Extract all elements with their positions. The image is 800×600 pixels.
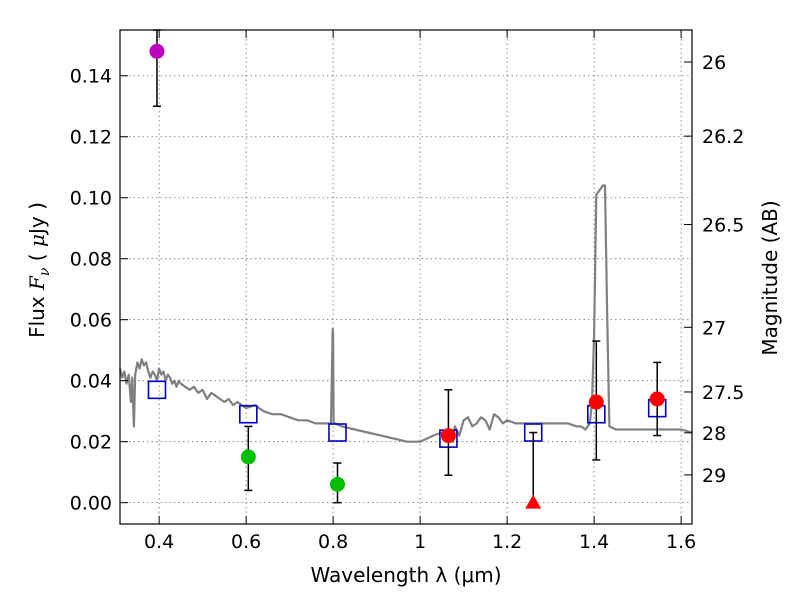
plot-frame — [119, 29, 693, 525]
grid — [120, 30, 692, 524]
y-tick-label: 0.08 — [70, 249, 112, 271]
y2-tick-label: 26 — [702, 52, 726, 74]
observed-flux-point — [649, 391, 665, 407]
x-axis-label: Wavelength λ (μm) — [310, 563, 501, 587]
y2-tick-label: 26.5 — [702, 215, 744, 237]
y-tick-label: 0.00 — [70, 493, 112, 515]
y2-tick-label: 27 — [702, 317, 726, 339]
x-tick-label: 0.8 — [318, 531, 348, 553]
y-label-unit: Jy ) — [25, 202, 49, 236]
y-label-mu: μ — [25, 234, 49, 247]
observed-upper-limit — [525, 494, 542, 509]
x-tick-label: 0.6 — [231, 531, 261, 553]
x-tick-label: 1.2 — [492, 531, 522, 553]
y2-axis-label: Magnitude (AB) — [758, 200, 782, 355]
x-tick-label: 0.4 — [144, 531, 174, 553]
observed-flux-point — [329, 476, 345, 492]
y-tick-label: 0.02 — [70, 432, 112, 454]
y-tick-label: 0.04 — [70, 371, 112, 393]
observed-flux-point — [240, 449, 256, 465]
observed-flux-point — [588, 394, 604, 410]
y2-tick-label: 29 — [702, 465, 726, 487]
ticks: 0.4 0.6 0.8 1 1.2 1.4 1.6 0.00 0.02 0.04 0.06 0.08 0… — [70, 30, 744, 553]
y2-tick-label: 26.2 — [702, 126, 744, 148]
model-spectrum-line — [118, 184, 693, 443]
y2-tick-label: 27.5 — [702, 382, 744, 404]
axes-frame — [119, 29, 693, 525]
observations — [147, 29, 667, 509]
y-tick-label: 0.12 — [70, 127, 112, 149]
y-label-F: F — [25, 275, 49, 291]
model-spectrum — [118, 184, 693, 443]
y-label-nu: ν — [37, 267, 53, 276]
model-band-square — [239, 404, 258, 424]
model-band-square — [147, 380, 167, 400]
model-band-square — [328, 423, 347, 442]
y-axis-label: Flux Fν ( μJy ) — [25, 202, 53, 338]
y-tick-label: 0.14 — [70, 66, 112, 88]
x-tick-label: 1.4 — [579, 531, 609, 553]
y-tick-label: 0.06 — [70, 310, 112, 332]
x-tick-label: 1 — [414, 531, 426, 553]
observed-flux-point — [149, 43, 165, 59]
y-label-open: ( — [25, 247, 49, 268]
y-label-flux: Flux — [25, 290, 49, 338]
y-tick-label: 0.10 — [70, 188, 112, 210]
y2-tick-label: 28 — [702, 423, 726, 445]
observed-flux-point — [440, 428, 456, 444]
x-tick-label: 1.6 — [666, 531, 696, 553]
